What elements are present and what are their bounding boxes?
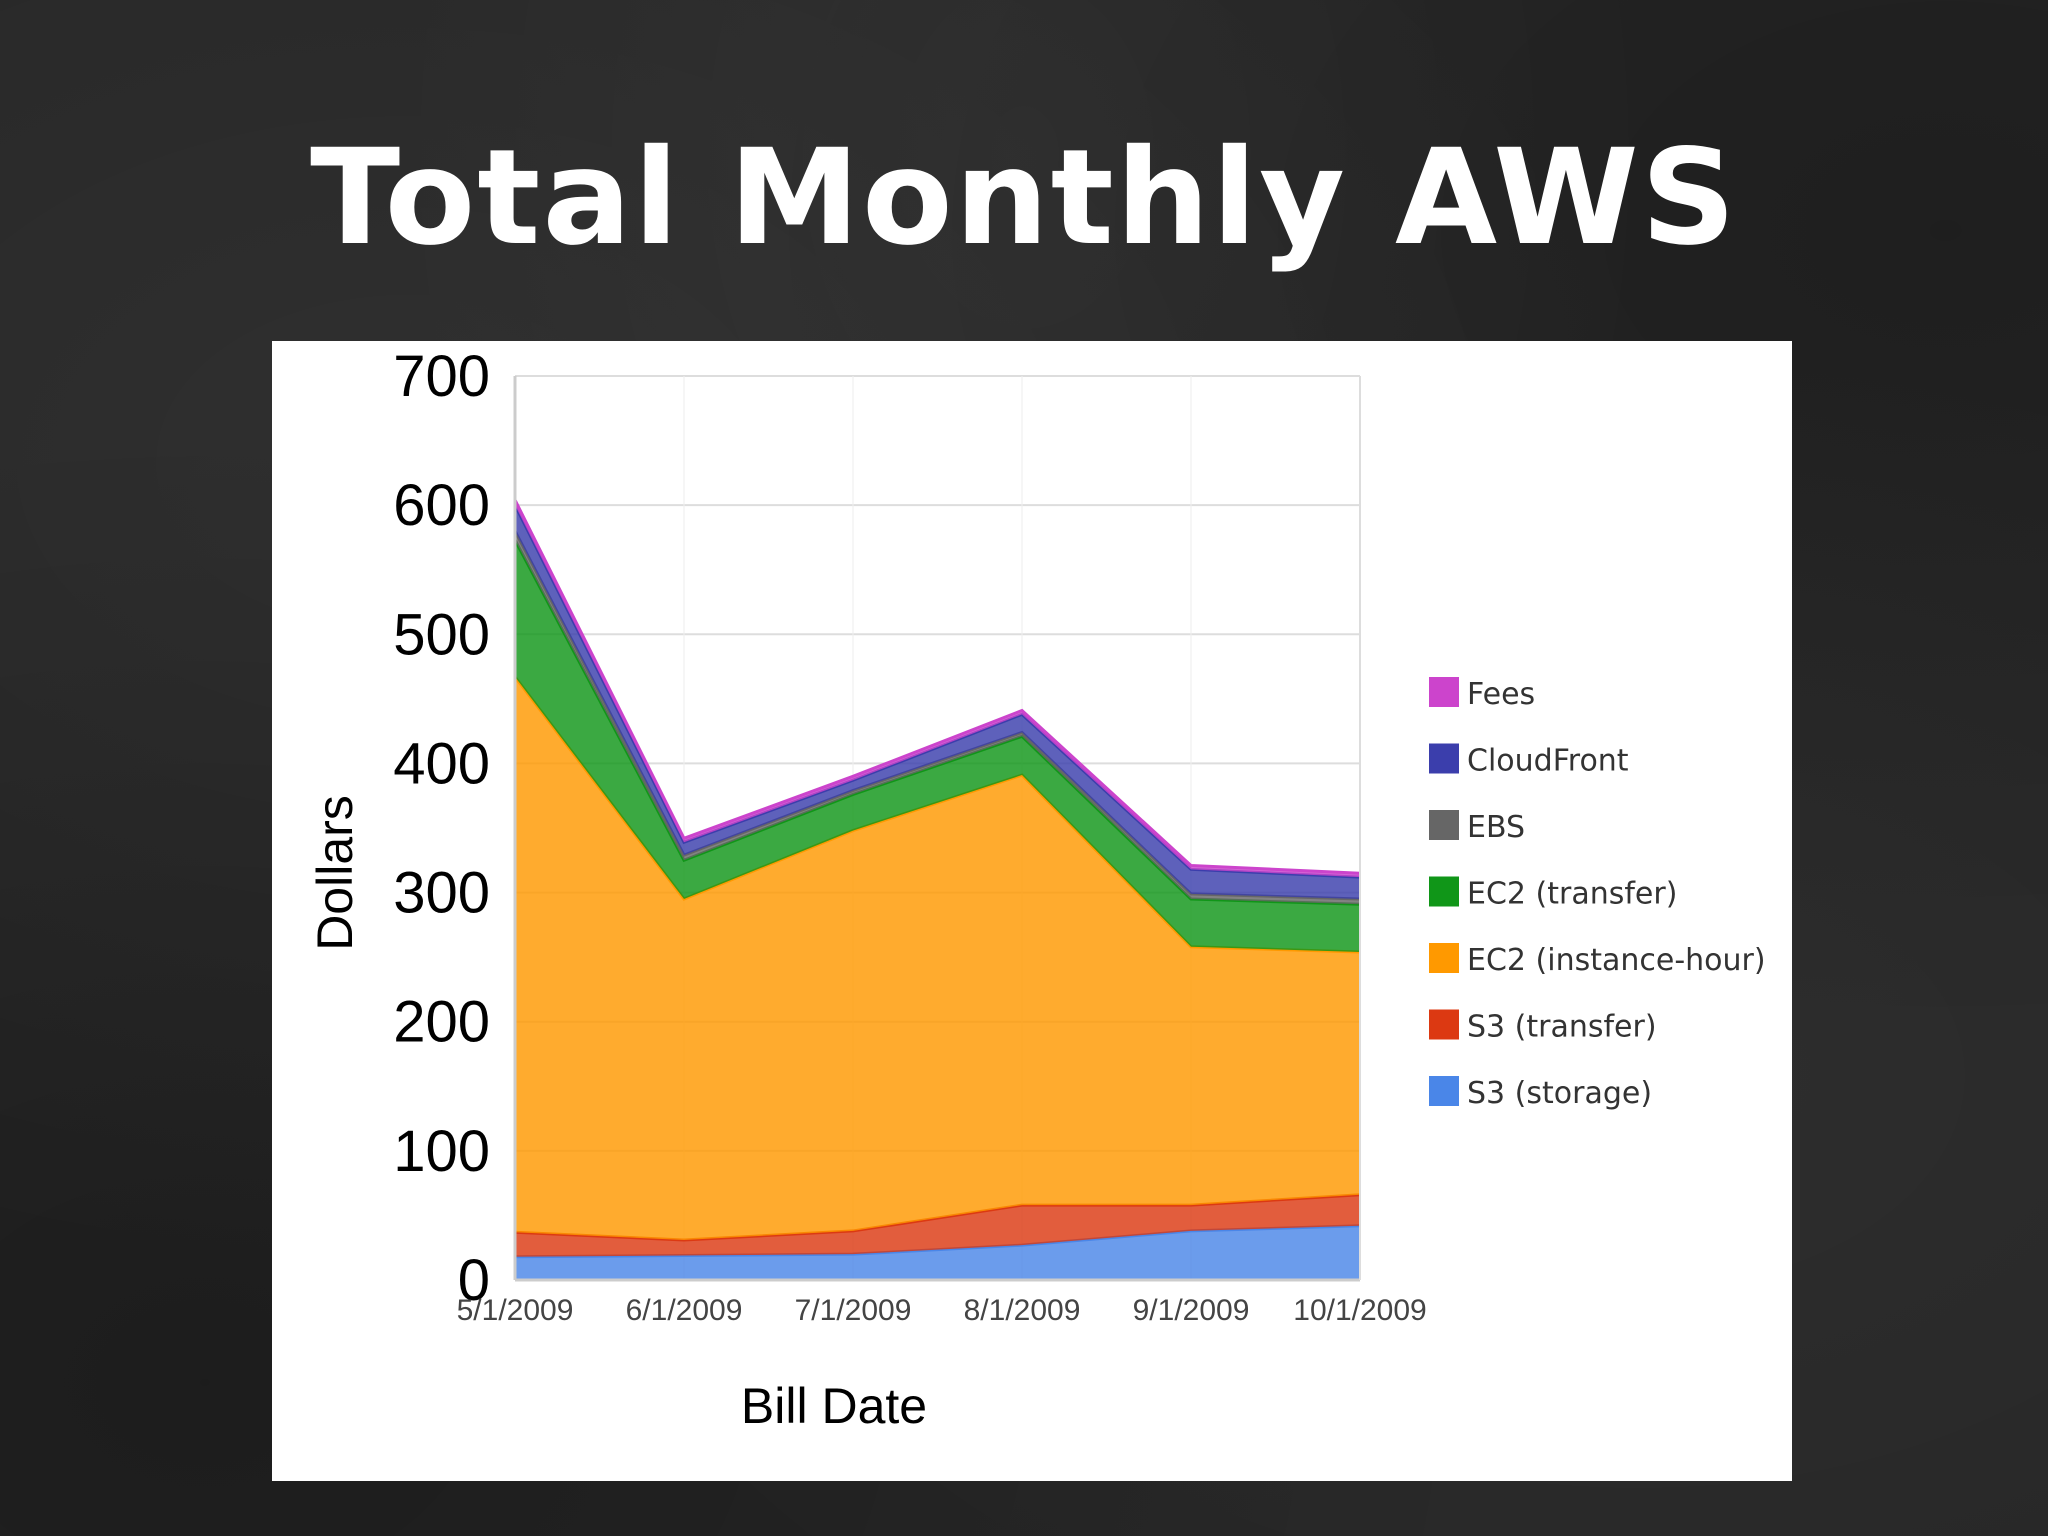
y-tick-label-300: 300 [393, 861, 490, 926]
x-tick-label: 7/1/2009 [795, 1294, 912, 1327]
legend-label-cloudfront: CloudFront [1467, 744, 1629, 779]
legend-label-ebs: EBS [1467, 810, 1525, 845]
legend-swatch-ebs [1429, 810, 1459, 840]
area-series-group [513, 499, 1361, 1280]
x-tick-labels: 5/1/2009 6/1/2009 7/1/2009 8/1/2009 9/1/2009… [457, 1294, 1427, 1327]
slide-title: Total Monthly AWS [310, 121, 1738, 275]
line-fees [513, 499, 1361, 875]
x-tick-label: 8/1/2009 [964, 1294, 1081, 1327]
legend-swatch-s3-storage [1429, 1076, 1459, 1106]
area-ec2-transfer [515, 540, 1360, 952]
chart-panel: 0 100 200 300 400 500 600 700 5/1/2009 6/1/2009 7… [272, 341, 1792, 1481]
stacked-area-chart: 0 100 200 300 400 500 600 700 5/1/2009 6/1/2009 7… [307, 344, 1766, 1434]
legend: Fees CloudFront EBS EC2 (transfer) EC2 (inst… [1429, 677, 1766, 1111]
y-tick-label-600: 600 [393, 473, 490, 538]
y-tick-label-500: 500 [393, 602, 490, 667]
legend-swatch-cloudfront [1429, 743, 1459, 774]
legend-swatch-ec2-transfer [1429, 876, 1459, 907]
y-tick-label-0: 0 [458, 1248, 490, 1313]
area-ec2-instance-hour [515, 676, 1360, 1240]
x-axis-label: Bill Date [741, 1378, 927, 1434]
y-tick-label-100: 100 [393, 1119, 490, 1184]
legend-swatch-ec2-instance-hour [1429, 943, 1459, 973]
legend-label-s3-transfer: S3 (transfer) [1467, 1010, 1657, 1045]
x-tick-label: 5/1/2009 [457, 1294, 574, 1327]
y-tick-label-200: 200 [393, 990, 490, 1055]
legend-label-ec2-instance-hour: EC2 (instance-hour) [1467, 943, 1766, 978]
y-tick-label-700: 700 [393, 344, 490, 409]
line-ec2-transfer [513, 539, 1361, 906]
legend-label-s3-storage: S3 (storage) [1467, 1076, 1652, 1111]
legend-label-fees: Fees [1467, 677, 1535, 712]
axes [513, 376, 1361, 1282]
legend-swatch-fees [1429, 677, 1459, 707]
area-s3-storage [515, 1225, 1360, 1280]
legend-label-ec2-transfer: EC2 (transfer) [1467, 877, 1677, 912]
y-axis-label: Dollars [307, 795, 363, 951]
legend-swatch-s3-transfer [1429, 1009, 1459, 1040]
x-tick-label: 10/1/2009 [1293, 1294, 1426, 1327]
x-tick-label: 6/1/2009 [626, 1294, 743, 1327]
y-tick-labels: 0 100 200 300 400 500 600 700 [393, 344, 490, 1313]
y-tick-label-400: 400 [393, 731, 490, 796]
x-tick-label: 9/1/2009 [1133, 1294, 1250, 1327]
area-s3-transfer [515, 1194, 1360, 1257]
